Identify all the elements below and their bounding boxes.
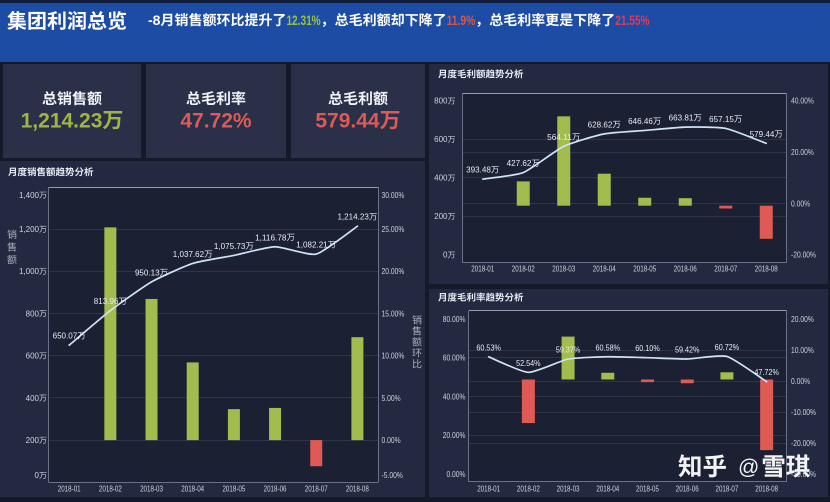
svg-text:2018-05: 2018-05 xyxy=(222,485,245,494)
svg-text:60.00%: 60.00% xyxy=(443,354,466,363)
svg-text:800: 800 xyxy=(434,97,448,106)
svg-text:2018-08: 2018-08 xyxy=(346,485,369,494)
svg-text:12.31%: 12.31% xyxy=(286,12,321,28)
svg-text:30.00%: 30.00% xyxy=(382,191,405,200)
svg-text:400: 400 xyxy=(434,174,448,183)
svg-text:0: 0 xyxy=(443,251,448,260)
svg-text:15.00%: 15.00% xyxy=(382,309,405,318)
svg-text:40.00%: 40.00% xyxy=(443,393,466,402)
svg-text:-5.00%: -5.00% xyxy=(382,471,403,480)
svg-text:5.00%: 5.00% xyxy=(382,394,401,403)
svg-text:600: 600 xyxy=(26,352,40,361)
svg-text:60.58%: 60.58% xyxy=(596,342,621,352)
svg-text:2018-07: 2018-07 xyxy=(714,265,737,274)
svg-text:2018-05: 2018-05 xyxy=(633,265,656,274)
svg-text:1,082.21: 1,082.21 xyxy=(296,240,328,250)
svg-text:2018-02: 2018-02 xyxy=(99,485,122,494)
svg-text:2018-01: 2018-01 xyxy=(58,485,81,494)
svg-text:59.42%: 59.42% xyxy=(675,345,700,355)
svg-text:1,400: 1,400 xyxy=(19,191,40,200)
svg-text:2018-01: 2018-01 xyxy=(477,485,500,494)
svg-text:427.62: 427.62 xyxy=(507,158,532,168)
svg-text:813.96: 813.96 xyxy=(94,296,119,306)
svg-text:657.15: 657.15 xyxy=(709,114,734,124)
svg-text:2018-03: 2018-03 xyxy=(140,485,163,494)
svg-text:47.72%: 47.72% xyxy=(180,109,252,132)
svg-text:2018-04: 2018-04 xyxy=(181,485,204,494)
svg-text:-30.00%: -30.00% xyxy=(791,470,816,479)
svg-text:400: 400 xyxy=(26,394,40,403)
svg-text:-20.00%: -20.00% xyxy=(791,439,816,448)
svg-text:2018-05: 2018-05 xyxy=(636,485,659,494)
svg-text:579.44: 579.44 xyxy=(315,109,380,132)
svg-text:2018-02: 2018-02 xyxy=(517,485,540,494)
svg-text:2018-08: 2018-08 xyxy=(755,265,778,274)
svg-text:40.00%: 40.00% xyxy=(791,97,814,106)
svg-text:0.00%: 0.00% xyxy=(382,436,401,445)
svg-text:60.10%: 60.10% xyxy=(635,343,660,353)
svg-text:11.9%: 11.9% xyxy=(447,12,476,28)
svg-text:10.00%: 10.00% xyxy=(791,346,814,355)
svg-text:564.11: 564.11 xyxy=(547,132,572,142)
svg-text:1,214.23: 1,214.23 xyxy=(337,212,369,222)
svg-text:47.72%: 47.72% xyxy=(754,367,779,377)
svg-text:20.00%: 20.00% xyxy=(443,431,466,440)
svg-text:2018-04: 2018-04 xyxy=(596,485,619,494)
svg-text:2018-07: 2018-07 xyxy=(305,485,328,494)
svg-text:80.00%: 80.00% xyxy=(443,315,466,324)
svg-text:200: 200 xyxy=(434,212,448,221)
svg-text:1,214.23: 1,214.23 xyxy=(21,109,103,132)
svg-text:2018-03: 2018-03 xyxy=(552,265,575,274)
svg-text:60.53%: 60.53% xyxy=(476,342,501,352)
svg-text:-20.00%: -20.00% xyxy=(791,251,816,260)
svg-text:60.72%: 60.72% xyxy=(715,342,740,352)
svg-text:1,116.78: 1,116.78 xyxy=(255,232,287,242)
svg-text:2018-04: 2018-04 xyxy=(593,265,616,274)
svg-text:579.44: 579.44 xyxy=(750,129,775,139)
svg-text:@: @ xyxy=(738,456,759,479)
svg-text:2018-02: 2018-02 xyxy=(512,265,535,274)
svg-text:52.54%: 52.54% xyxy=(516,358,541,368)
svg-text:2018-06: 2018-06 xyxy=(264,485,287,494)
svg-text:59.37%: 59.37% xyxy=(556,345,581,355)
svg-text:200: 200 xyxy=(26,436,40,445)
svg-text:600: 600 xyxy=(434,135,448,144)
svg-text:2018-06: 2018-06 xyxy=(674,265,697,274)
svg-text:0: 0 xyxy=(35,471,40,480)
svg-text:2018-03: 2018-03 xyxy=(557,485,580,494)
svg-text:800: 800 xyxy=(26,309,40,318)
svg-text:2018-01: 2018-01 xyxy=(471,265,494,274)
svg-text:1,200: 1,200 xyxy=(19,225,40,234)
svg-text:393.48: 393.48 xyxy=(466,165,491,175)
svg-text:2018-07: 2018-07 xyxy=(715,485,738,494)
svg-text:950.13: 950.13 xyxy=(135,267,160,277)
svg-text:1,075.73: 1,075.73 xyxy=(214,241,246,251)
svg-text:20.00%: 20.00% xyxy=(382,267,405,276)
svg-text:650.07: 650.07 xyxy=(53,331,78,341)
svg-text:-10.00%: -10.00% xyxy=(791,408,816,417)
svg-text:20.00%: 20.00% xyxy=(791,148,814,157)
svg-text:0.00%: 0.00% xyxy=(791,199,810,208)
svg-text:628.62: 628.62 xyxy=(588,119,613,129)
svg-text:10.00%: 10.00% xyxy=(382,352,405,361)
svg-text:1,000: 1,000 xyxy=(19,267,40,276)
svg-text:-8: -8 xyxy=(148,12,161,28)
svg-text:25.00%: 25.00% xyxy=(382,225,405,234)
svg-text:0.00%: 0.00% xyxy=(791,377,810,386)
svg-text:646.46: 646.46 xyxy=(628,116,653,126)
svg-text:21.55%: 21.55% xyxy=(615,12,650,28)
svg-text:2018-08: 2018-08 xyxy=(755,485,778,494)
svg-text:0.00%: 0.00% xyxy=(446,470,465,479)
svg-text:2018-06: 2018-06 xyxy=(676,485,699,494)
svg-text:20.00%: 20.00% xyxy=(791,315,814,324)
svg-text:663.81: 663.81 xyxy=(669,113,694,123)
svg-text:1,037.62: 1,037.62 xyxy=(173,249,205,259)
